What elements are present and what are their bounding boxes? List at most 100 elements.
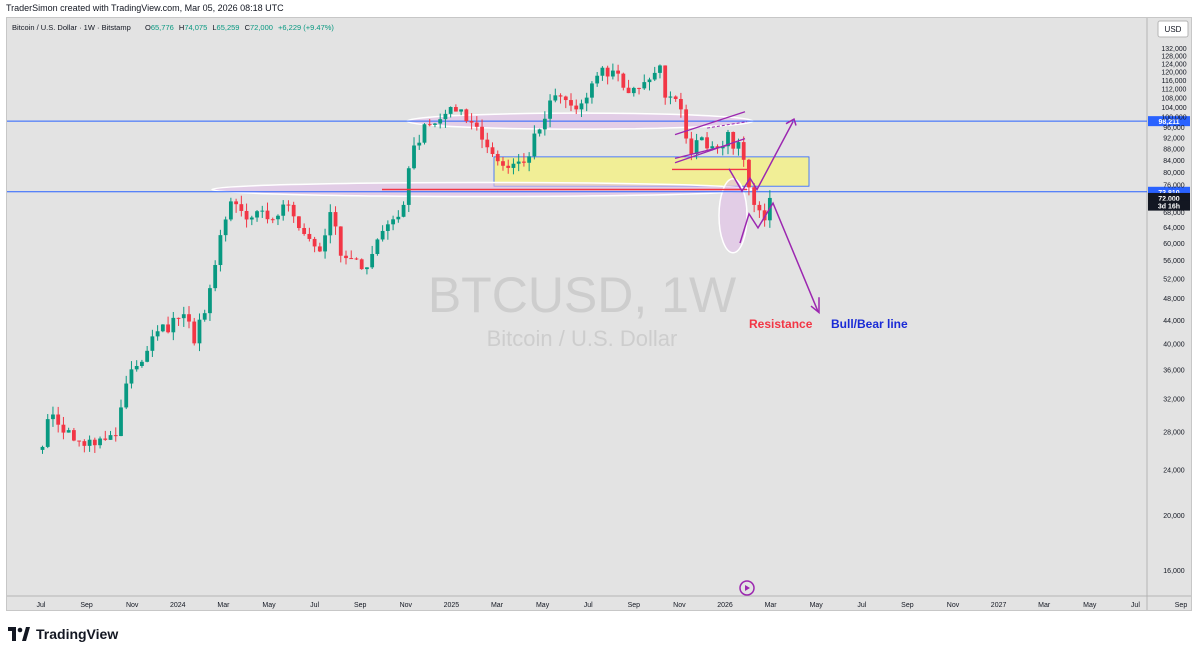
candle-body <box>338 226 343 256</box>
candle-body <box>422 124 427 143</box>
candle-body <box>610 70 615 77</box>
bullbear-label: Bull/Bear line <box>831 317 908 331</box>
candle-body <box>642 82 647 89</box>
candle-body <box>443 113 448 120</box>
candle-body <box>626 87 631 94</box>
candle-body <box>92 439 97 446</box>
candle-body <box>741 142 746 160</box>
candle-body <box>673 96 678 100</box>
replay-icon[interactable] <box>739 580 755 596</box>
candle-body <box>181 314 186 319</box>
candle-body <box>129 369 134 384</box>
candle-body <box>349 258 354 260</box>
price-label-text: 3d 16h <box>1158 204 1180 211</box>
currency-button-label: USD <box>1165 25 1182 34</box>
candle-body <box>249 217 254 220</box>
candle-body <box>255 211 259 218</box>
candle-body <box>506 165 511 168</box>
time-tick-label: Sep <box>628 602 641 609</box>
candle-body <box>684 109 689 139</box>
candle-body <box>736 142 741 149</box>
price-tick-label: 76,000 <box>1163 183 1185 190</box>
candle-body <box>438 119 443 124</box>
time-tick-label: Sep <box>354 602 367 609</box>
time-tick-label: Mar <box>491 602 504 609</box>
candle-body <box>563 96 568 101</box>
candle-body <box>328 212 333 236</box>
watermark-ticker: BTCUSD, 1W <box>428 267 737 323</box>
channel-inner <box>674 144 728 159</box>
chart-svg[interactable]: Bitcoin / U.S. Dollar · 1W · Bitstamp O6… <box>7 18 1191 610</box>
candle-body <box>401 204 406 217</box>
candle-body <box>459 109 464 112</box>
time-tick-label: Jul <box>584 602 593 609</box>
candle-body <box>658 65 662 73</box>
time-tick-label: Nov <box>126 602 139 609</box>
legend-o-value: 65,776 <box>151 23 174 32</box>
candle-body <box>239 204 244 211</box>
price-tick-label: 124,000 <box>1161 61 1186 68</box>
time-tick-label: Jul <box>1131 602 1140 609</box>
candle-body <box>720 146 725 149</box>
creator-note: TraderSimon created with TradingView.com… <box>6 3 284 13</box>
footer-brand: TradingView <box>36 626 119 642</box>
legend-change: +6,229 (+9.47%) <box>278 23 334 32</box>
candle-body <box>527 156 532 163</box>
price-tick-label: 60,000 <box>1163 241 1185 248</box>
candle-body <box>385 224 390 231</box>
legend-o-label: O <box>145 23 151 32</box>
price-tick-label: 64,000 <box>1163 225 1185 232</box>
drawings-layer <box>382 111 820 315</box>
channel-dashed <box>706 121 748 129</box>
legend-symbol: Bitcoin / U.S. Dollar · 1W · Bitstamp <box>12 23 131 32</box>
chart-frame[interactable]: Bitcoin / U.S. Dollar · 1W · Bitstamp O6… <box>6 17 1192 611</box>
candle-body <box>762 210 767 221</box>
candle-body <box>663 65 668 98</box>
time-tick-label: Mar <box>765 602 778 609</box>
candle-body <box>166 324 170 333</box>
candle-body <box>333 212 338 227</box>
channel-lower <box>674 138 746 164</box>
candle-body <box>501 161 505 166</box>
candle-body <box>600 67 605 76</box>
candle-body <box>569 100 573 106</box>
candle-body <box>412 145 416 169</box>
price-tick-label: 84,000 <box>1163 158 1185 165</box>
price-tick-label: 68,000 <box>1163 210 1185 217</box>
candle-body <box>223 219 228 236</box>
candle-body <box>542 118 547 130</box>
time-tick-label: May <box>810 602 824 609</box>
candle-body <box>82 441 87 446</box>
time-tick-label: Sep <box>1175 602 1188 609</box>
legend-c-value: 72,000 <box>250 23 273 32</box>
price-tick-label: 128,000 <box>1161 54 1186 61</box>
candle-body <box>317 246 322 252</box>
legend-h-label: H <box>179 23 184 32</box>
time-tick-label: May <box>262 602 276 609</box>
price-tick-label: 32,000 <box>1163 397 1185 404</box>
candle-body <box>453 107 458 112</box>
price-label-box <box>1148 200 1190 211</box>
candle-body <box>757 204 762 211</box>
price-tick-label: 88,000 <box>1163 146 1185 153</box>
footer: TradingView <box>8 624 118 644</box>
time-tick-label: 2027 <box>991 602 1007 609</box>
candle-body <box>61 424 66 433</box>
legend-c-label: C <box>245 23 251 32</box>
price-tick-label: 24,000 <box>1163 468 1185 475</box>
price-tick-label: 36,000 <box>1163 367 1185 374</box>
candle-body <box>87 439 92 446</box>
time-axis[interactable]: Jul Sep Nov 2024 Mar May Jul Sep Nov 2025 Mar May Ju… <box>37 602 1188 609</box>
time-tick-label: 2026 <box>717 602 733 609</box>
candle-body <box>516 161 521 164</box>
time-tick-label: Nov <box>673 602 686 609</box>
price-tick-label: 28,000 <box>1163 430 1185 437</box>
price-tick-label: 112,000 <box>1162 87 1187 94</box>
candle-body <box>710 146 715 149</box>
time-tick-label: 2025 <box>444 602 460 609</box>
candle-body <box>726 131 730 147</box>
candle-body <box>134 365 139 370</box>
currency-button[interactable] <box>1157 20 1189 38</box>
